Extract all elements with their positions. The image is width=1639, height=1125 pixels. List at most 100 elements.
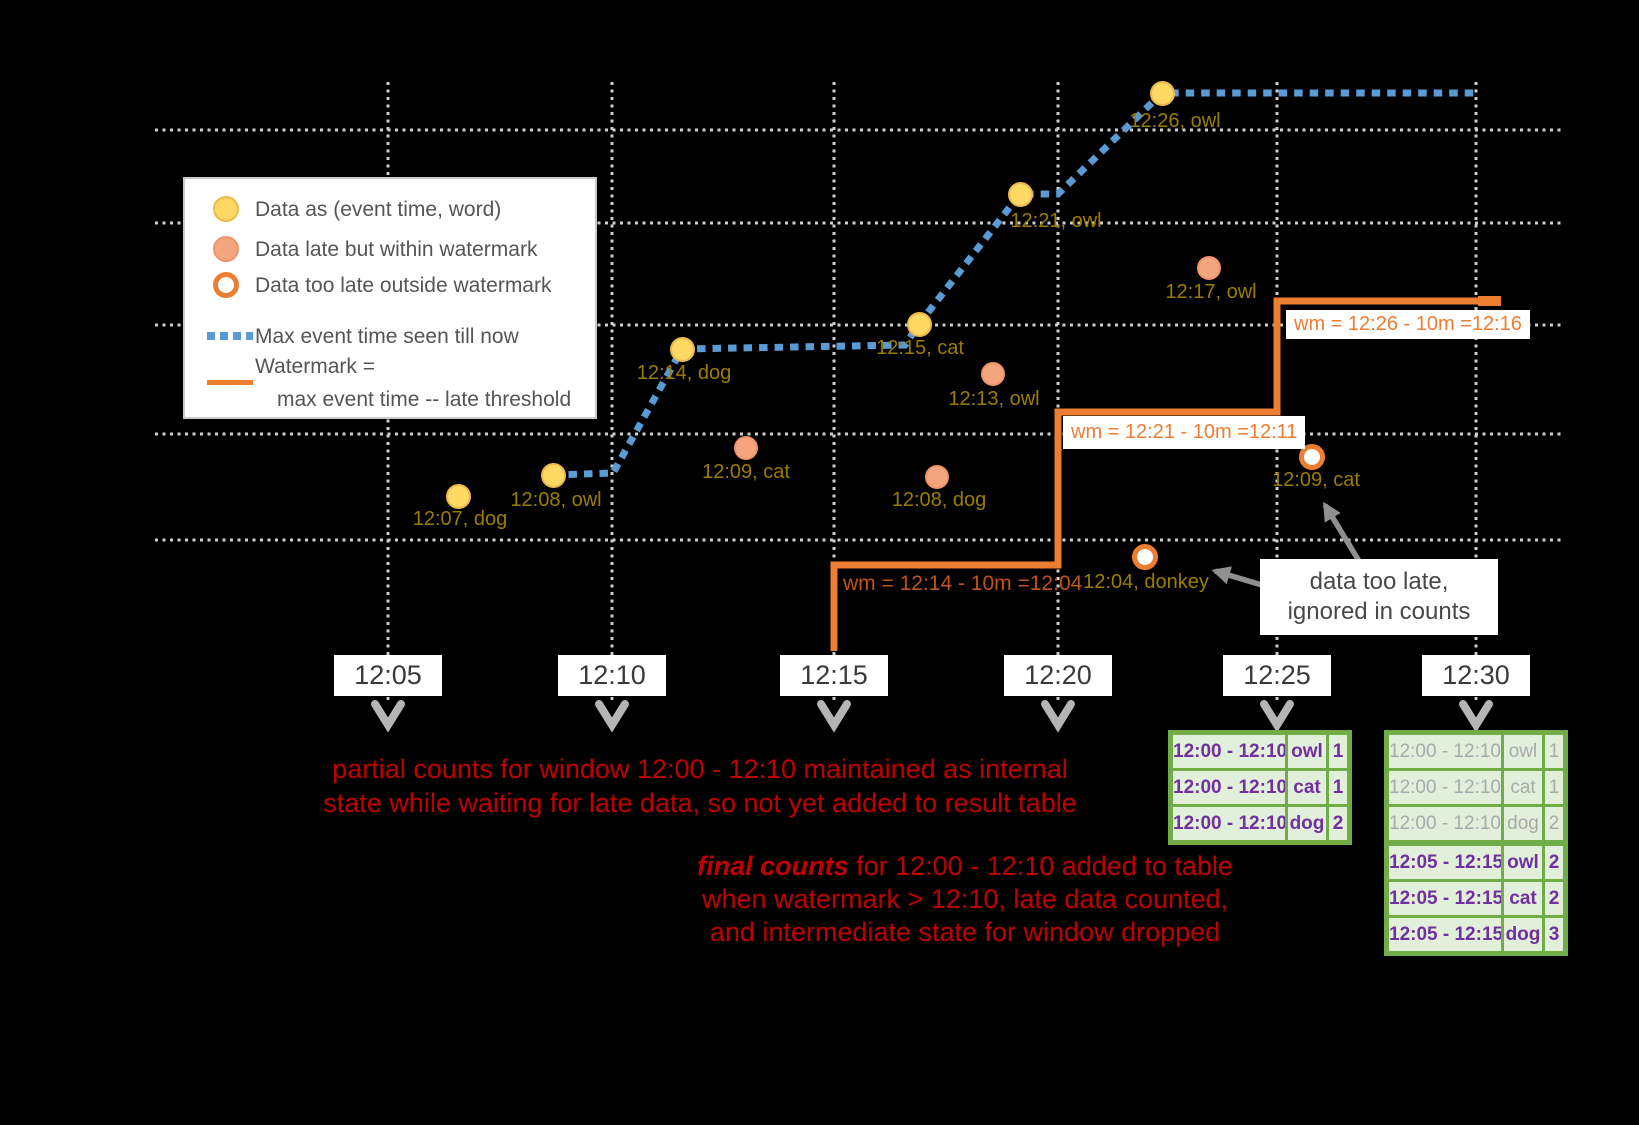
cell-count: 3: [1545, 918, 1563, 951]
legend-watermark-label-line2: max event time -- late threshold: [277, 388, 572, 411]
x-tick-12-15: 12:15: [780, 655, 888, 696]
point-label-12-17-owl-late: 12:17, owl: [1165, 281, 1257, 303]
x-tick-12-10: 12:10: [558, 655, 666, 696]
too-late-callout: data too late, ignored in counts: [1260, 559, 1498, 635]
final-counts-line1-rest: for 12:00 - 12:10 added to table: [848, 851, 1233, 881]
result-table-12-30-old-group: 12:00 - 12:10 owl 1 12:00 - 12:10 cat 1 …: [1389, 735, 1563, 840]
cell-count: 1: [1329, 735, 1347, 768]
final-counts-note-line2: when watermark > 12:10, late data counte…: [701, 884, 1229, 914]
point-label-12-04-donkey: 12:04, donkey: [1083, 571, 1209, 593]
point-12-26-owl: [1150, 81, 1175, 106]
too-late-callout-line2: ignored in counts: [1287, 598, 1471, 625]
point-label-12-21-owl: 12:21, owl: [1010, 210, 1102, 232]
cell-count: 1: [1545, 771, 1563, 804]
legend-watermark-label-line1: Watermark =: [255, 355, 375, 378]
point-12-07-dog: [446, 484, 471, 509]
partial-counts-note: partial counts for window 12:00 - 12:10 …: [300, 752, 1100, 820]
point-12-14-dog: [670, 337, 695, 362]
cell-count: 2: [1329, 807, 1347, 840]
point-12-15-cat: [907, 312, 932, 337]
table-row: 12:05 - 12:15 cat 2: [1389, 882, 1563, 915]
point-label-12-15-cat: 12:15, cat: [876, 337, 964, 359]
cell-word: owl: [1504, 846, 1542, 879]
partial-counts-note-line2: state while waiting for late data, so no…: [323, 788, 1077, 818]
final-counts-note-line1: final counts for 12:00 - 12:10 added to …: [675, 850, 1255, 883]
cell-word: owl: [1504, 735, 1542, 768]
final-counts-emphasis: final counts: [697, 851, 849, 881]
table-row: 12:05 - 12:15 dog 3: [1389, 918, 1563, 951]
cell-window: 12:00 - 12:10: [1389, 807, 1501, 840]
point-label-12-14-dog: 12:14, dog: [636, 362, 732, 384]
legend-late-dot-icon: [213, 236, 239, 262]
result-table-12-25-group: 12:00 - 12:10 owl 1 12:00 - 12:10 cat 1 …: [1173, 735, 1347, 840]
cell-window: 12:00 - 12:10: [1173, 735, 1285, 768]
cell-word: dog: [1504, 807, 1542, 840]
table-row: 12:00 - 12:10 cat 1: [1389, 771, 1563, 804]
watermark-label-3: wm = 12:26 - 10m =12:16: [1286, 310, 1530, 339]
cell-window: 12:05 - 12:15: [1389, 882, 1501, 915]
point-label-12-26-owl: 12:26, owl: [1129, 110, 1221, 132]
final-counts-note: final counts for 12:00 - 12:10 added to …: [675, 850, 1255, 949]
cell-window: 12:00 - 12:10: [1173, 771, 1285, 804]
point-12-04-donkey-too-late: [1132, 544, 1158, 570]
legend-on-time-dot-icon: [213, 196, 239, 222]
cell-window: 12:00 - 12:10: [1389, 735, 1501, 768]
partial-counts-note-line1: partial counts for window 12:00 - 12:10 …: [332, 754, 1068, 784]
point-12-09-cat-late: [734, 436, 758, 460]
point-label-12-08-dog-late: 12:08, dog: [891, 489, 987, 511]
legend-max-event-time-swatch-icon: [207, 332, 253, 340]
too-late-callout-line1: data too late,: [1309, 568, 1449, 595]
table-row: 12:00 - 12:10 dog 2: [1389, 807, 1563, 840]
cell-word: dog: [1288, 807, 1326, 840]
cell-count: 2: [1545, 846, 1563, 879]
result-table-12-30-new-group: 12:05 - 12:15 owl 2 12:05 - 12:15 cat 2 …: [1389, 846, 1563, 951]
cell-count: 1: [1329, 771, 1347, 804]
arrow-to-late-cat: [1322, 501, 1362, 563]
point-label-12-13-owl-late: 12:13, owl: [948, 388, 1040, 410]
cell-window: 12:00 - 12:10: [1173, 807, 1285, 840]
legend-max-event-time-label: Max event time seen till now: [255, 325, 519, 348]
point-label-12-09-cat-late: 12:09, cat: [702, 461, 790, 483]
point-12-08-dog-late: [925, 465, 949, 489]
legend-too-late-dot-icon: [213, 272, 239, 298]
table-row: 12:00 - 12:10 cat 1: [1173, 771, 1347, 804]
legend-watermark-swatch-icon: [207, 380, 253, 385]
table-row: 12:05 - 12:15 owl 2: [1389, 846, 1563, 879]
cell-word: cat: [1504, 882, 1542, 915]
table-row: 12:00 - 12:10 dog 2: [1173, 807, 1347, 840]
cell-window: 12:05 - 12:15: [1389, 846, 1501, 879]
point-label-12-09-cat-too-late: 12:09, cat: [1272, 469, 1360, 491]
point-label-12-07-dog: 12:07, dog: [412, 508, 508, 530]
cell-word: owl: [1288, 735, 1326, 768]
table-row: 12:00 - 12:10 owl 1: [1389, 735, 1563, 768]
point-12-13-owl-late: [981, 362, 1005, 386]
point-12-08-owl: [541, 463, 566, 488]
x-tick-12-30: 12:30: [1422, 655, 1530, 696]
cell-window: 12:00 - 12:10: [1389, 771, 1501, 804]
legend-late-label: Data late but within watermark: [255, 238, 538, 261]
cell-count: 2: [1545, 882, 1563, 915]
cell-count: 1: [1545, 735, 1563, 768]
result-table-12-25: 12:00 - 12:10 owl 1 12:00 - 12:10 cat 1 …: [1168, 730, 1352, 845]
legend: Data as (event time, word) Data late but…: [183, 177, 597, 419]
watermark-label-1: wm = 12:14 - 10m =12:04: [843, 572, 1083, 595]
point-12-21-owl: [1008, 182, 1033, 207]
point-label-12-08-owl: 12:08, owl: [510, 489, 602, 511]
legend-too-late-label: Data too late outside watermark: [255, 274, 552, 297]
x-tick-12-05: 12:05: [334, 655, 442, 696]
cell-count: 2: [1545, 807, 1563, 840]
result-table-12-30: 12:00 - 12:10 owl 1 12:00 - 12:10 cat 1 …: [1384, 730, 1568, 956]
cell-window: 12:05 - 12:15: [1389, 918, 1501, 951]
axis-tick-arrowheads: [371, 700, 1493, 733]
cell-word: dog: [1504, 918, 1542, 951]
table-row: 12:00 - 12:10 owl 1: [1173, 735, 1347, 768]
legend-on-time-label: Data as (event time, word): [255, 198, 502, 221]
point-12-17-owl-late: [1197, 256, 1221, 280]
x-tick-12-20: 12:20: [1004, 655, 1112, 696]
max-event-time-line: [552, 89, 1478, 479]
cell-word: cat: [1504, 771, 1542, 804]
x-tick-12-25: 12:25: [1223, 655, 1331, 696]
watermark-step-line: [830, 297, 1498, 651]
cell-word: cat: [1288, 771, 1326, 804]
